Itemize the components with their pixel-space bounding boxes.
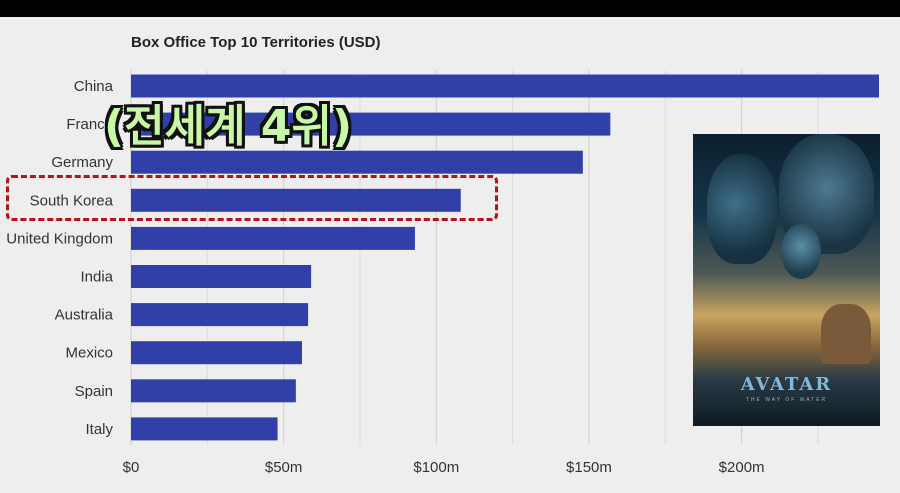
chart-title: Box Office Top 10 Territories (USD) xyxy=(131,34,381,51)
category-label-mexico: Mexico xyxy=(65,345,113,362)
bar-spain xyxy=(131,379,296,403)
category-label-united-kingdom: United Kingdom xyxy=(6,230,113,247)
x-tick-label-0: $0 xyxy=(123,459,140,476)
bar-south-korea xyxy=(131,188,461,212)
bar-united-kingdom xyxy=(131,226,415,250)
bar-france xyxy=(131,112,611,136)
poster-title: AVATAR xyxy=(740,374,833,395)
x-tick-label-4: $200m xyxy=(719,459,765,476)
category-label-spain: Spain xyxy=(75,383,113,400)
x-tick-label-3: $150m xyxy=(566,459,612,476)
category-label-china: China xyxy=(74,78,114,95)
category-label-south-korea: South Korea xyxy=(30,192,114,209)
poster-character-left xyxy=(707,154,777,264)
bar-china xyxy=(131,74,879,98)
avatar-poster: AVATAR THE WAY OF WATER xyxy=(693,134,880,426)
top-black-bar xyxy=(0,0,900,17)
category-label-france: France xyxy=(66,116,113,133)
x-tick-label-1: $50m xyxy=(265,459,303,476)
poster-subtitle: THE WAY OF WATER xyxy=(745,397,828,403)
category-label-india: India xyxy=(80,269,113,286)
bar-mexico xyxy=(131,341,302,365)
poster-rock xyxy=(821,304,871,364)
bar-germany xyxy=(131,150,583,174)
poster-character-small xyxy=(781,224,821,279)
bar-italy xyxy=(131,417,278,441)
south-korea-highlight-box xyxy=(6,175,498,221)
rank-caption: (전세계 4위) xyxy=(104,101,353,152)
x-tick-label-2: $100m xyxy=(413,459,459,476)
category-label-germany: Germany xyxy=(51,154,113,171)
category-label-australia: Australia xyxy=(55,307,114,324)
bar-australia xyxy=(131,303,309,327)
bar-india xyxy=(131,265,312,288)
category-label-italy: Italy xyxy=(85,421,113,438)
